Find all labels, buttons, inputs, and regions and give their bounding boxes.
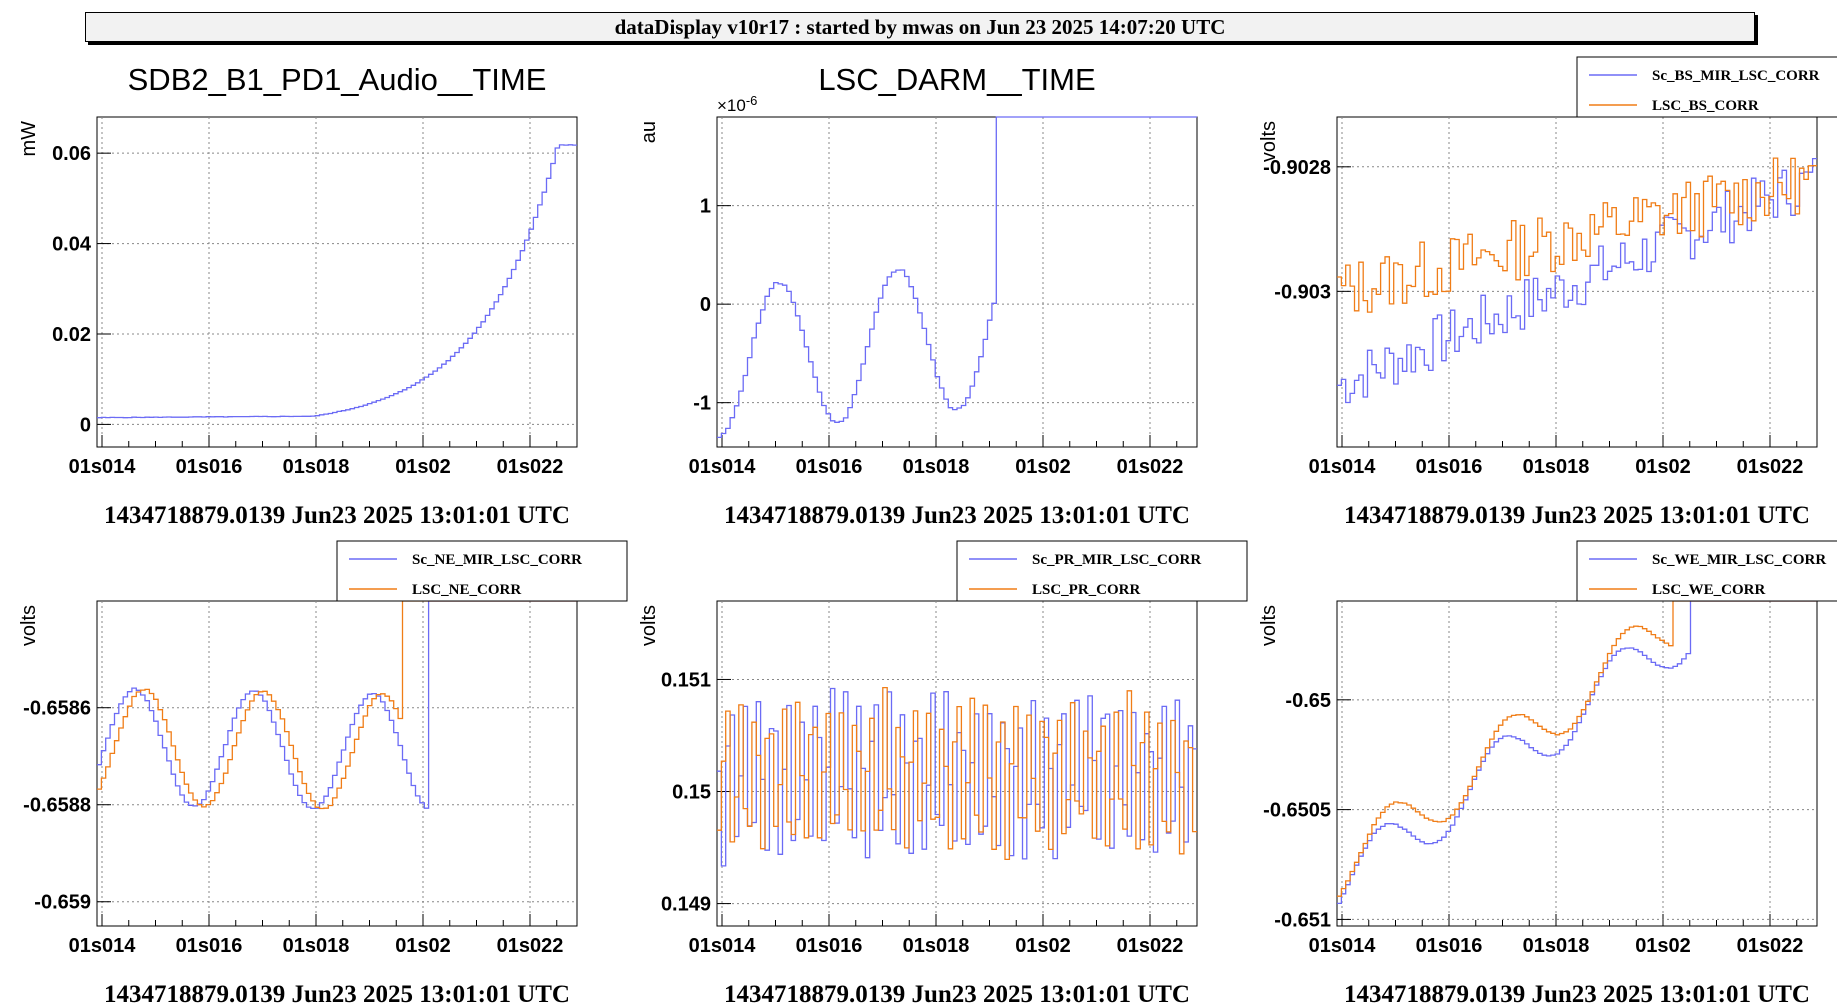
x-tick-label: 01s014 [689,456,757,478]
y-tick-label: -0.651 [1274,909,1331,931]
chart-panel-5: 01s014 01s016 01s018 01s02 01s022 0.149 0.15 0.… [638,540,1248,1007]
legend-box [1576,540,1837,602]
x-axis-label: 1434718879.0139 Jun23 2025 13:01:01 UTC [1344,502,1810,529]
y-tick-label: 1 [700,196,711,218]
y-tick-label: -0.6505 [1263,800,1331,822]
y-tick-label: 0.06 [52,143,91,165]
legend-label: Sc_BS_MIR_LSC_CORR [1652,68,1820,84]
plot-frame [96,116,578,448]
x-tick-label: 01s02 [395,456,451,478]
x-tick-label: 01s018 [1523,456,1590,478]
window-header: dataDisplay v10r17 : started by mwas on … [85,12,1755,42]
y-axis-label: volts [18,605,40,646]
y-tick-label: 0.151 [661,669,711,691]
plot-frame [716,116,1198,448]
y-tick-label: -0.6588 [23,795,91,817]
x-axis-label: 1434718879.0139 Jun23 2025 13:01:01 UTC [724,502,1190,529]
x-axis-label: 1434718879.0139 Jun23 2025 13:01:01 UTC [1344,981,1810,1007]
x-tick-label: 01s018 [283,935,350,957]
legend-label: LSC_WE_CORR [1652,582,1766,598]
x-tick-label: 01s02 [1015,935,1071,957]
x-tick-label: 01s014 [69,935,137,957]
x-tick-label: 01s014 [689,935,757,957]
legend: Sc_BS_MIR_LSC_CORR LSC_BS_CORR [1576,56,1837,118]
y-tick-label: -0.65 [1285,690,1331,712]
legend: Sc_PR_MIR_LSC_CORR LSC_PR_CORR [956,540,1248,602]
x-tick-label: 01s022 [1117,456,1184,478]
legend: Sc_NE_MIR_LSC_CORR LSC_NE_CORR [336,540,628,602]
y-tick-label: -0.903 [1274,281,1331,303]
x-tick-label: 01s022 [1117,935,1184,957]
x-tick-label: 01s018 [1523,935,1590,957]
legend-box [336,540,628,602]
y-tick-label: -1 [693,393,711,415]
plot-title: SDB2_B1_PD1_Audio__TIME [128,62,547,97]
y-tick-label: 0.149 [661,894,711,916]
x-tick-label: 01s014 [1309,456,1377,478]
y-multiplier: ×10-6 [717,93,757,115]
y-axis-label: mW [18,121,40,157]
y-tick-label: -0.659 [34,892,91,914]
chart-panel-1: 01s014 01s016 01s018 01s02 01s022 0 0.02 0.04 0.… [18,62,578,529]
series-line-series-1 [717,116,1197,439]
y-tick-label: -0.6586 [23,698,91,720]
x-axis-label: 1434718879.0139 Jun23 2025 13:01:01 UTC [724,981,1190,1007]
series-line-series-1 [97,144,577,419]
legend-box [1576,56,1837,118]
y-tick-label: 0.02 [52,324,91,346]
legend-label: LSC_NE_CORR [412,582,521,598]
y-axis-label: au [638,121,660,143]
x-tick-label: 01s018 [903,456,970,478]
y-tick-label: 0 [80,414,91,436]
x-tick-label: 01s02 [395,935,451,957]
x-tick-label: 01s02 [1635,456,1691,478]
plot-frame [1336,600,1818,927]
chart-panel-6: 01s014 01s016 01s018 01s02 01s022 -0.651 -0.65… [1258,540,1837,1007]
y-tick-label: 0.15 [672,782,711,804]
x-tick-label: 01s02 [1635,935,1691,957]
chart-panel-3: 01s014 01s016 01s018 01s02 01s022 -0.903 -0.90… [1258,56,1837,529]
legend-label: Sc_PR_MIR_LSC_CORR [1032,552,1201,568]
chart-panel-4: 01s014 01s016 01s018 01s02 01s022 -0.659 -0.65… [18,540,628,1007]
legend-label: Sc_NE_MIR_LSC_CORR [412,552,582,568]
series-line-LSC_PR_CORR [717,686,1197,861]
legend-label: LSC_BS_CORR [1652,98,1759,114]
x-tick-label: 01s016 [1416,456,1483,478]
chart-panel-2: 01s014 01s016 01s018 01s02 01s022 -1 0 1 LSC_DAR… [638,62,1198,529]
x-tick-label: 01s018 [903,935,970,957]
y-tick-label: -0.9028 [1263,157,1331,179]
series-line-Sc_WE_MIR_LSC_CORR [1337,600,1817,905]
series-line-LSC_BS_CORR [1337,157,1817,313]
x-tick-label: 01s02 [1015,456,1071,478]
y-axis-label: volts [1258,121,1280,162]
x-tick-label: 01s016 [796,935,863,957]
x-axis-label: 1434718879.0139 Jun23 2025 13:01:01 UTC [104,981,570,1007]
series-line-Sc_BS_MIR_LSC_CORR [1337,157,1817,404]
x-tick-label: 01s014 [69,456,137,478]
legend-label: LSC_PR_CORR [1032,582,1141,598]
legend-box [956,540,1248,602]
legend: Sc_WE_MIR_LSC_CORR LSC_WE_CORR [1576,540,1837,602]
y-tick-label: 0.04 [52,234,92,256]
x-tick-label: 01s022 [1737,456,1804,478]
x-tick-label: 01s018 [283,456,350,478]
x-tick-label: 01s016 [176,935,243,957]
x-tick-label: 01s016 [1416,935,1483,957]
x-axis-label: 1434718879.0139 Jun23 2025 13:01:01 UTC [104,502,570,529]
x-tick-label: 01s022 [497,935,564,957]
y-axis-label: volts [1258,605,1280,646]
y-axis-label: volts [638,605,660,646]
series-line-Sc_PR_MIR_LSC_CORR [717,687,1197,867]
plot-title: LSC_DARM__TIME [818,62,1095,97]
x-tick-label: 01s022 [497,456,564,478]
legend-label: Sc_WE_MIR_LSC_CORR [1652,552,1826,568]
x-tick-label: 01s016 [796,456,863,478]
x-tick-label: 01s014 [1309,935,1377,957]
x-tick-label: 01s022 [1737,935,1804,957]
x-tick-label: 01s016 [176,456,243,478]
plot-frame [1336,116,1818,448]
y-tick-label: 0 [700,294,711,316]
